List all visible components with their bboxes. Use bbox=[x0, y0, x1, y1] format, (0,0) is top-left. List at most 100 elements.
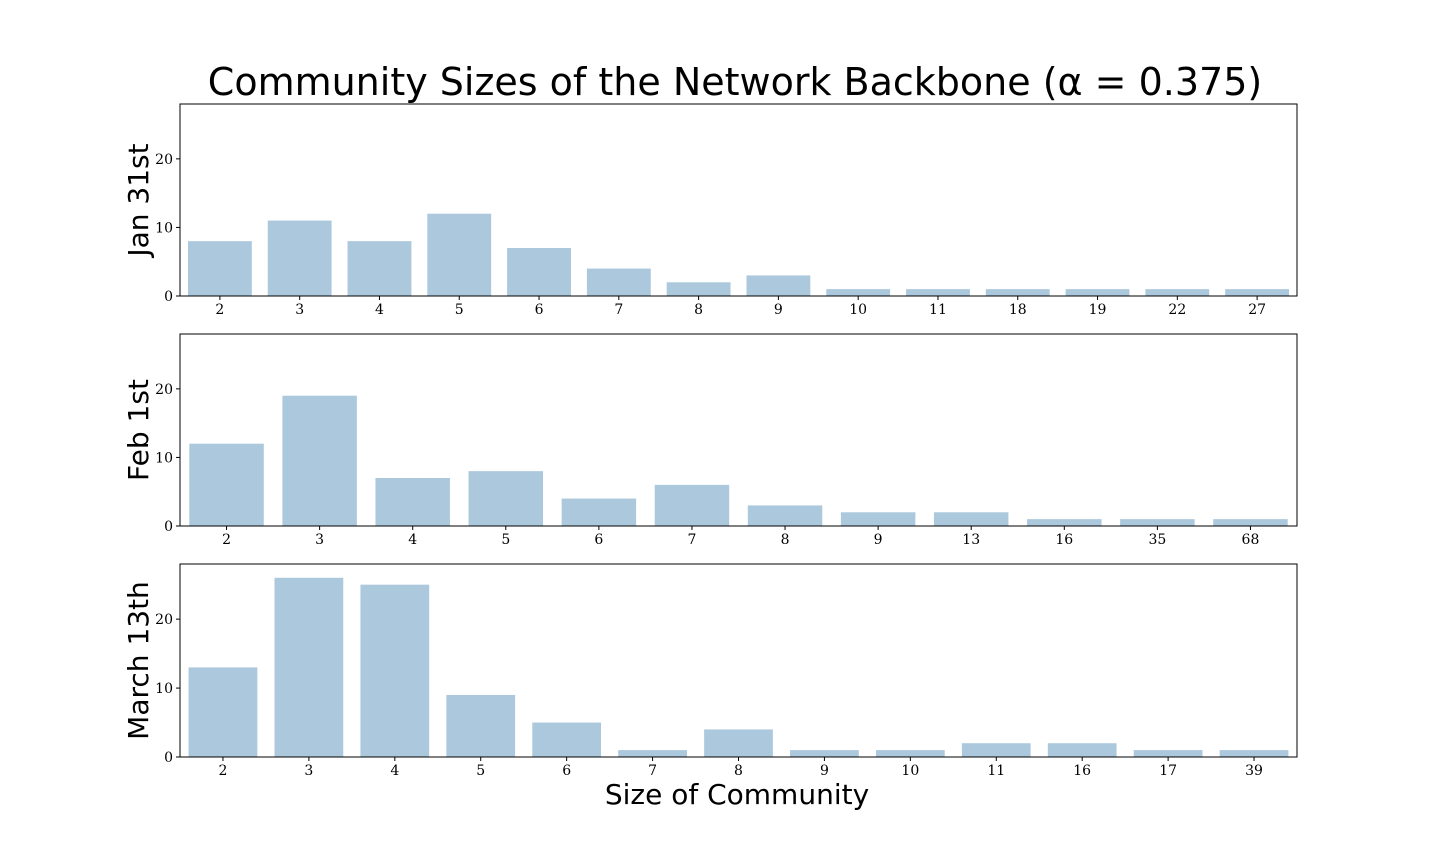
plot-frame bbox=[179, 103, 1298, 297]
x-tick-label: 9 bbox=[774, 302, 783, 318]
x-tick-label: 11 bbox=[929, 302, 947, 318]
x-tick-label: 10 bbox=[849, 302, 867, 318]
bar bbox=[906, 289, 970, 296]
plot-frame bbox=[179, 563, 1298, 758]
y-axis-label: Jan 31st bbox=[122, 143, 155, 258]
x-tick-label: 6 bbox=[535, 302, 544, 318]
x-tick-label: 8 bbox=[734, 763, 743, 779]
bar bbox=[826, 289, 891, 296]
x-tick-label: 11 bbox=[987, 763, 1005, 779]
x-tick-label: 16 bbox=[1073, 763, 1091, 779]
x-tick-label: 4 bbox=[408, 532, 417, 548]
x-tick-label: 39 bbox=[1245, 763, 1263, 779]
x-tick-label: 5 bbox=[501, 532, 510, 548]
x-tick-label: 16 bbox=[1055, 532, 1073, 548]
bar bbox=[532, 722, 602, 757]
x-tick-label: 68 bbox=[1242, 532, 1260, 548]
y-tick-label: 0 bbox=[164, 519, 173, 535]
x-tick-label: 19 bbox=[1089, 302, 1107, 318]
bar bbox=[1120, 519, 1195, 526]
x-tick-label: 3 bbox=[315, 532, 324, 548]
x-tick-label: 13 bbox=[962, 532, 980, 548]
bar bbox=[1219, 750, 1289, 757]
bar bbox=[267, 220, 332, 296]
x-tick-label: 9 bbox=[820, 763, 829, 779]
y-tick-label: 10 bbox=[155, 681, 173, 697]
bar bbox=[187, 241, 252, 296]
bar bbox=[586, 268, 651, 296]
x-tick-label: 6 bbox=[594, 532, 603, 548]
bar bbox=[704, 729, 773, 757]
x-tick-label: 18 bbox=[1009, 302, 1027, 318]
y-tick-label: 20 bbox=[155, 382, 173, 398]
bar bbox=[1027, 519, 1102, 526]
bar bbox=[933, 512, 1009, 526]
x-tick-label: 5 bbox=[476, 763, 485, 779]
bar bbox=[840, 512, 916, 526]
x-tick-label: 35 bbox=[1148, 532, 1166, 548]
x-tick-label: 2 bbox=[222, 532, 231, 548]
y-tick-label: 10 bbox=[155, 220, 173, 236]
x-tick-label: 7 bbox=[614, 302, 623, 318]
bar bbox=[446, 694, 516, 757]
bar bbox=[375, 478, 450, 526]
x-tick-label: 2 bbox=[219, 763, 228, 779]
bar bbox=[1213, 519, 1288, 526]
bar bbox=[468, 471, 544, 526]
bar bbox=[1065, 289, 1130, 296]
x-tick-label: 6 bbox=[562, 763, 571, 779]
bar bbox=[507, 248, 571, 296]
bar bbox=[1133, 750, 1203, 757]
x-tick-label: 4 bbox=[375, 302, 384, 318]
x-tick-label: 3 bbox=[304, 763, 313, 779]
bar bbox=[790, 750, 859, 757]
x-tick-label: 5 bbox=[455, 302, 464, 318]
y-axis-label: Feb 1st bbox=[122, 379, 155, 481]
bar bbox=[1225, 289, 1290, 296]
bar bbox=[666, 282, 731, 296]
x-tick-label: 27 bbox=[1248, 302, 1266, 318]
bar bbox=[875, 750, 945, 757]
bar bbox=[188, 667, 258, 757]
bar bbox=[618, 750, 687, 757]
x-tick-label: 10 bbox=[901, 763, 919, 779]
plot-frame bbox=[179, 333, 1298, 527]
y-tick-label: 0 bbox=[164, 289, 173, 305]
bar bbox=[282, 395, 357, 526]
x-tick-label: 2 bbox=[215, 302, 224, 318]
x-tick-label: 9 bbox=[874, 532, 883, 548]
y-tick-label: 20 bbox=[155, 152, 173, 168]
bar bbox=[985, 289, 1050, 296]
x-tick-label: 3 bbox=[295, 302, 304, 318]
bar bbox=[746, 275, 811, 296]
bar bbox=[189, 443, 264, 526]
x-tick-label: 8 bbox=[694, 302, 703, 318]
y-tick-label: 10 bbox=[155, 450, 173, 466]
bar bbox=[1047, 743, 1117, 757]
bar bbox=[274, 577, 344, 757]
bar bbox=[360, 584, 430, 757]
x-tick-label: 22 bbox=[1168, 302, 1186, 318]
bar bbox=[427, 213, 492, 296]
chart-title: Community Sizes of the Network Backbone … bbox=[208, 60, 1262, 104]
x-tick-label: 8 bbox=[781, 532, 790, 548]
x-tick-label: 7 bbox=[687, 532, 696, 548]
bar bbox=[1145, 289, 1210, 296]
x-axis-label: Size of Community bbox=[605, 778, 869, 811]
bar bbox=[747, 505, 823, 526]
bar bbox=[347, 241, 412, 296]
bar bbox=[561, 498, 637, 526]
x-tick-label: 17 bbox=[1159, 763, 1177, 779]
y-axis-label: March 13th bbox=[122, 581, 155, 740]
x-tick-label: 4 bbox=[390, 763, 399, 779]
y-tick-label: 20 bbox=[155, 612, 173, 628]
bar bbox=[654, 484, 730, 526]
x-tick-label: 7 bbox=[648, 763, 657, 779]
y-tick-label: 0 bbox=[164, 750, 173, 766]
bar bbox=[961, 743, 1031, 757]
